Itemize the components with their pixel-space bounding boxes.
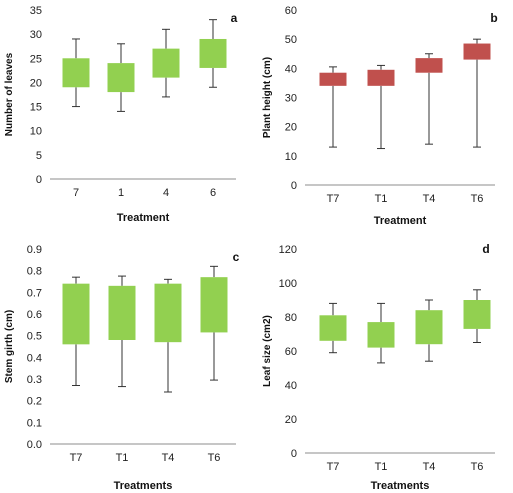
x-tick-label: T4 xyxy=(423,193,436,205)
box-body xyxy=(199,38,227,68)
y-tick-label: 0.4 xyxy=(27,352,42,364)
x-tick-label: T7 xyxy=(70,452,83,464)
box-body xyxy=(62,283,90,345)
x-tick-label: T6 xyxy=(471,193,484,205)
box-7 xyxy=(62,38,90,108)
x-tick-label: T6 xyxy=(471,461,484,473)
y-tick-label: 5 xyxy=(36,150,42,162)
y-tick-label: 0 xyxy=(36,174,42,186)
box-body xyxy=(154,283,182,343)
y-tick-label: 100 xyxy=(279,278,297,290)
panel-letter: c xyxy=(233,250,240,264)
box-body xyxy=(367,69,395,86)
box-1 xyxy=(107,43,135,112)
y-axis-title: Leaf size (cm2) xyxy=(262,315,273,387)
y-axis-title: Number of leaves xyxy=(4,52,15,136)
y-tick-label: 20 xyxy=(30,77,42,89)
y-tick-label: 15 xyxy=(30,102,42,114)
x-tick-label: T4 xyxy=(423,461,436,473)
x-tick-label: 4 xyxy=(163,187,169,199)
chart-panel-a: 0 5 10 15 20 25 30 35 7 1 4 6 Number of leaves Treatm… xyxy=(4,5,238,224)
box-T4 xyxy=(415,53,443,145)
box-body xyxy=(107,63,135,93)
y-tick-label: 0.6 xyxy=(27,309,42,321)
y-tick-label: 0.8 xyxy=(27,266,42,278)
chart-panel-d: 0 20 40 60 80 100 120 T7 T1 T4 T6 Leaf size (cm2) Tr… xyxy=(262,242,495,492)
y-tick-label: 0 xyxy=(291,448,297,460)
chart-panel-b: 0 10 20 30 40 50 60 T7 T1 T4 T6 Plant height (cm) Tr… xyxy=(262,5,498,227)
panel-letter: a xyxy=(231,11,238,25)
x-axis-title: Treatment xyxy=(374,215,427,227)
y-tick-label: 30 xyxy=(30,29,42,41)
box-body xyxy=(62,58,90,88)
y-tick-label: 50 xyxy=(285,34,297,46)
y-tick-label: 40 xyxy=(285,380,297,392)
box-body xyxy=(152,48,180,78)
x-tick-label: T6 xyxy=(208,452,221,464)
box-body xyxy=(415,310,443,345)
box-6 xyxy=(199,19,227,88)
box-T7 xyxy=(319,66,347,148)
x-tick-label: T1 xyxy=(116,452,129,464)
y-axis-title: Plant height (cm) xyxy=(262,57,273,138)
x-tick-label: T1 xyxy=(375,461,388,473)
y-tick-label: 25 xyxy=(30,53,42,65)
box-body xyxy=(415,58,443,73)
box-T7 xyxy=(62,276,90,386)
y-tick-label: 10 xyxy=(285,151,297,163)
y-tick-label: 0.9 xyxy=(27,244,42,256)
box-T6 xyxy=(463,289,491,343)
box-4 xyxy=(152,28,180,98)
x-tick-label: T4 xyxy=(162,452,175,464)
y-tick-label: 0.1 xyxy=(27,417,42,429)
y-tick-label: 60 xyxy=(285,346,297,358)
box-T1 xyxy=(108,275,136,388)
x-tick-label: 1 xyxy=(118,187,124,199)
y-axis-title: Stem girth (cm) xyxy=(4,310,15,383)
y-tick-label: 10 xyxy=(30,126,42,138)
box-body xyxy=(200,277,228,333)
x-tick-label: T7 xyxy=(327,193,340,205)
y-tick-label: 30 xyxy=(285,93,297,105)
y-tick-label: 0.0 xyxy=(27,439,42,451)
box-T6 xyxy=(463,38,491,148)
box-T4 xyxy=(415,299,443,362)
chart-panel-c: 0.0 0.1 0.2 0.3 0.4 0.5 0.6 0.7 0.8 0.9 T7 T1 T4 T6 St… xyxy=(4,244,240,492)
box-body xyxy=(367,322,395,348)
x-tick-label: 7 xyxy=(73,187,79,199)
y-tick-label: 80 xyxy=(285,312,297,324)
x-tick-label: 6 xyxy=(210,187,216,199)
y-tick-label: 20 xyxy=(285,414,297,426)
x-tick-label: T7 xyxy=(327,461,340,473)
y-tick-label: 0.2 xyxy=(27,396,42,408)
box-T1 xyxy=(367,302,395,364)
box-body xyxy=(463,43,491,60)
box-body xyxy=(319,72,347,86)
box-T6 xyxy=(200,265,228,381)
box-T7 xyxy=(319,302,347,354)
y-tick-label: 0 xyxy=(291,180,297,192)
y-tick-label: 40 xyxy=(285,63,297,75)
box-T4 xyxy=(154,278,182,393)
y-tick-label: 0.3 xyxy=(27,374,42,386)
y-tick-label: 120 xyxy=(279,244,297,256)
x-axis-title: Treatment xyxy=(117,212,170,224)
x-tick-label: T1 xyxy=(375,193,388,205)
y-tick-label: 0.5 xyxy=(27,331,42,343)
box-body xyxy=(319,315,347,341)
x-axis-title: Treatments xyxy=(371,480,430,492)
panel-letter: b xyxy=(490,11,497,25)
y-tick-label: 60 xyxy=(285,5,297,17)
box-body xyxy=(108,285,136,340)
panel-letter: d xyxy=(482,242,489,256)
x-axis-title: Treatments xyxy=(114,480,173,492)
box-body xyxy=(463,300,491,329)
y-tick-label: 0.7 xyxy=(27,287,42,299)
y-tick-label: 20 xyxy=(285,122,297,134)
box-T1 xyxy=(367,64,395,150)
y-tick-label: 35 xyxy=(30,5,42,17)
